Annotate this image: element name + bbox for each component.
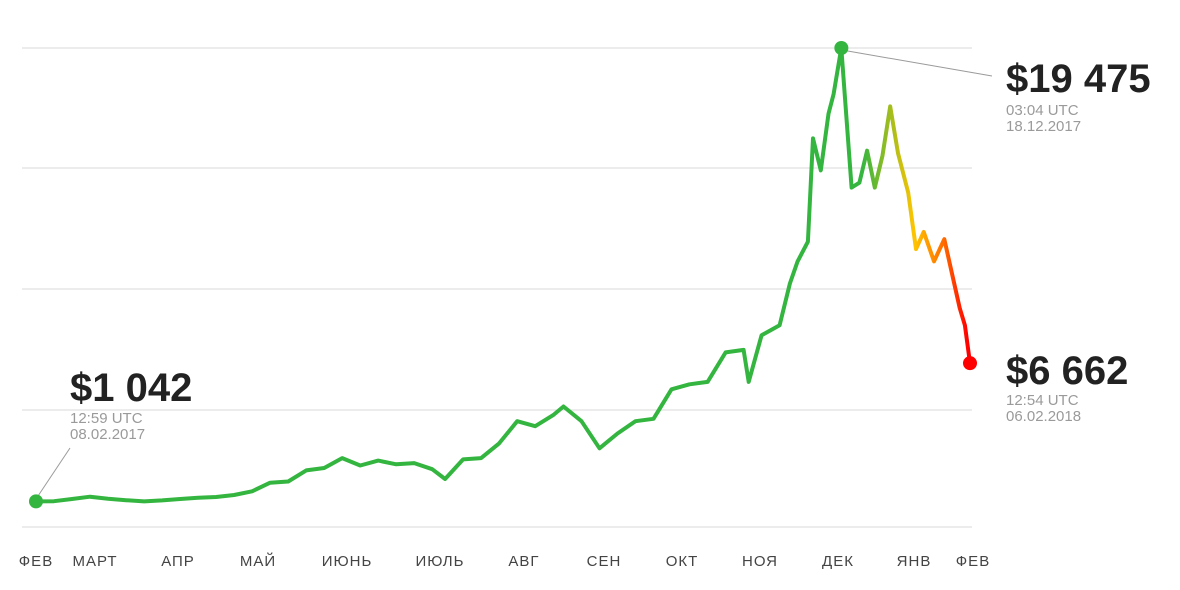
peak-point xyxy=(834,41,849,55)
x-tick-label: АВГ xyxy=(508,553,539,570)
x-tick-label: СЕН xyxy=(587,553,622,570)
grid-lines xyxy=(22,47,972,528)
start-point xyxy=(29,494,43,509)
start-price: $1 042 xyxy=(70,366,192,410)
end-date: 06.02.2018 xyxy=(1006,408,1081,425)
price-line xyxy=(34,46,972,504)
x-tick-label: МАЙ xyxy=(240,552,276,570)
peak-leader-line xyxy=(841,49,993,77)
x-tick-label: ДЕК xyxy=(822,553,854,570)
peak-time: 03:04 UTC xyxy=(1006,102,1079,119)
x-tick-label: МАРТ xyxy=(73,553,118,570)
x-tick-label: ИЮЛЬ xyxy=(416,553,465,570)
x-tick-label: ОКТ xyxy=(666,553,699,570)
x-tick-label: ФЕВ xyxy=(19,553,53,570)
start-leader-line xyxy=(37,447,71,497)
x-axis-month-labels: ФЕВ МАРТ АПР МАЙ ИЮНЬ ИЮЛЬ АВГ СЕН ОКТ НОЯ ДЕК ЯНВ Ф… xyxy=(19,552,990,570)
x-tick-label: АПР xyxy=(161,553,195,570)
peak-price: $19 475 xyxy=(1006,57,1151,101)
x-tick-label: ЯНВ xyxy=(897,553,932,570)
x-tick-label: ИЮНЬ xyxy=(322,553,373,570)
peak-date: 18.12.2017 xyxy=(1006,118,1081,135)
end-price: $6 662 xyxy=(1006,349,1128,393)
x-tick-label: ФЕВ xyxy=(956,553,990,570)
end-time: 12:54 UTC xyxy=(1006,392,1079,409)
end-point xyxy=(963,356,977,371)
x-tick-label: НОЯ xyxy=(742,553,778,570)
start-date: 08.02.2017 xyxy=(70,426,145,443)
start-time: 12:59 UTC xyxy=(70,410,143,427)
